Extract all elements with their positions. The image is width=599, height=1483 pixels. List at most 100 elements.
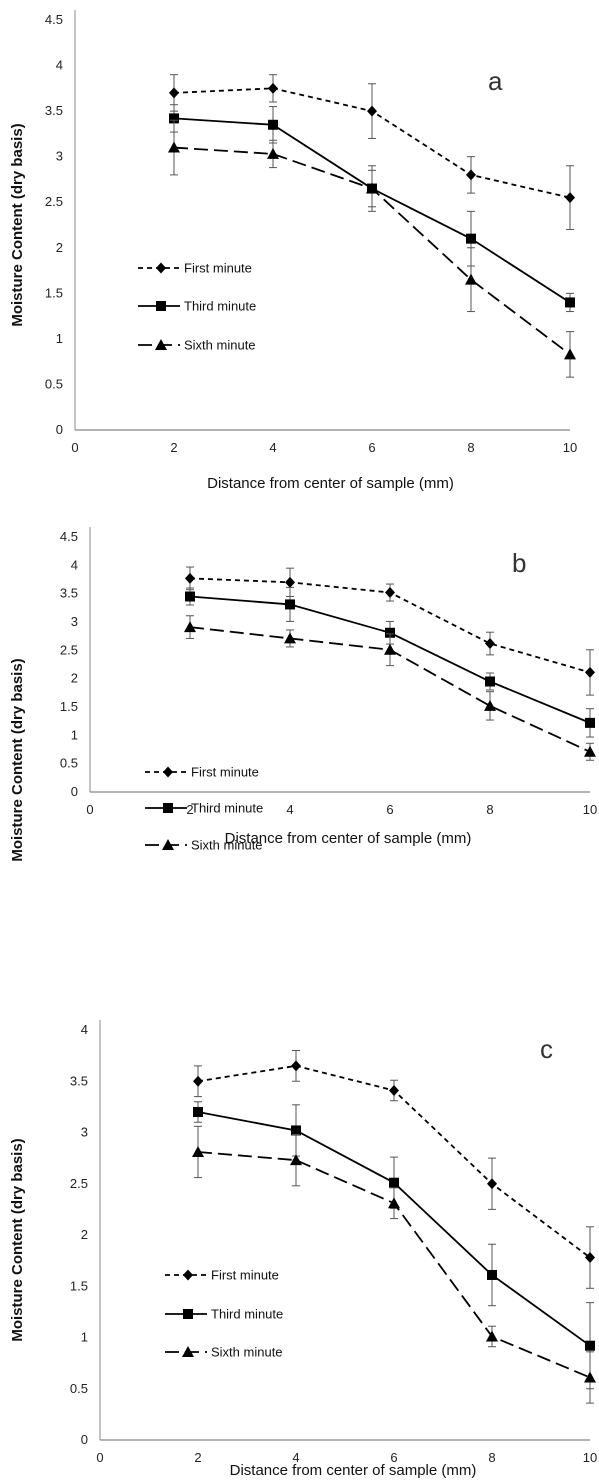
data-point-triangle — [284, 632, 296, 644]
data-point-square — [285, 599, 295, 610]
legend-item: Sixth minute — [165, 1345, 283, 1360]
chart-svg: 0 0.5 1 1.5 2 2.5 3 3.5 4 0 2 4 6 8 10 Distance from ce… — [9, 1020, 597, 1479]
data-point-diamond — [485, 638, 495, 650]
chart-panel-b: 0 0.5 1 1.5 2 2.5 3 3.5 4 4.5 0 2 4 6 8 10 Distance from… — [0, 510, 599, 1000]
x-axis-title: Distance from center of sample (mm) — [230, 1462, 477, 1479]
x-tick-label: 2 — [186, 802, 193, 817]
x-tick-label: 10 — [563, 440, 577, 455]
y-tick-label: 1.5 — [70, 1278, 88, 1293]
data-point-triangle — [192, 1145, 204, 1157]
x-axis-title: Distance from center of sample (mm) — [225, 830, 472, 847]
data-point-diamond — [193, 1075, 203, 1087]
data-point-square — [291, 1125, 301, 1136]
data-point-triangle — [486, 1330, 498, 1342]
legend-label: Third minute — [191, 801, 263, 816]
x-tick-label: 8 — [467, 440, 474, 455]
data-point-triangle — [267, 147, 279, 159]
legend-label: First minute — [211, 1268, 279, 1283]
y-tick-label: 1 — [56, 331, 63, 346]
x-tick-label: 4 — [286, 802, 293, 817]
data-point-square — [485, 676, 495, 687]
data-point-diamond — [367, 105, 377, 117]
data-point-diamond — [385, 587, 395, 599]
y-tick-label: 3 — [71, 614, 78, 629]
y-tick-label: 4 — [56, 58, 63, 73]
y-tick-label: 4.5 — [60, 529, 78, 544]
panel-label: b — [512, 548, 526, 578]
legend-label: Third minute — [211, 1307, 283, 1322]
x-tick-label: 8 — [486, 802, 493, 817]
legend-item: Sixth minute — [138, 338, 256, 353]
y-tick-label: 3.5 — [60, 586, 78, 601]
legend-label: Sixth minute — [184, 338, 256, 353]
series-sixth-minute — [184, 615, 596, 761]
y-tick-label: 0.5 — [45, 376, 63, 391]
legend-marker-diamond — [183, 1269, 193, 1281]
x-tick-label: 0 — [86, 802, 93, 817]
panel-label: a — [488, 66, 503, 96]
y-tick-label: 2 — [81, 1227, 88, 1242]
legend-item: Third minute — [145, 801, 263, 816]
x-tick-label: 4 — [292, 1450, 299, 1465]
legend-label: First minute — [184, 261, 252, 276]
y-tick-label: 0 — [81, 1432, 88, 1447]
data-point-triangle — [388, 1197, 400, 1209]
data-point-square — [585, 1340, 595, 1351]
y-tick-label: 0.5 — [70, 1381, 88, 1396]
legend-marker-square — [163, 803, 173, 813]
legend-item: Third minute — [165, 1307, 283, 1322]
legend-marker-square — [156, 301, 166, 311]
data-point-square — [193, 1107, 203, 1117]
y-tick-label: 3 — [56, 149, 63, 164]
y-tick-label: 2 — [71, 671, 78, 686]
data-point-diamond — [487, 1178, 497, 1190]
x-axis-title: Distance from center of sample (mm) — [207, 475, 454, 492]
x-tick-label: 8 — [488, 1450, 495, 1465]
chart-svg: 0 0.5 1 1.5 2 2.5 3 3.5 4 4.5 0 2 4 6 8 10 Distance from… — [9, 10, 577, 492]
data-point-diamond — [268, 82, 278, 94]
series-third-minute — [185, 586, 595, 738]
data-point-diamond — [466, 169, 476, 181]
data-point-square — [585, 717, 595, 728]
x-tick-label: 10 — [583, 1450, 597, 1465]
y-tick-label: 2.5 — [45, 194, 63, 209]
x-tick-label: 6 — [368, 440, 375, 455]
legend-marker-diamond — [156, 262, 166, 274]
y-axis-title: Moisture Content (dry basis) — [9, 1138, 26, 1341]
data-point-square — [487, 1269, 497, 1280]
y-tick-label: 2.5 — [60, 642, 78, 657]
data-point-square — [268, 119, 278, 130]
data-point-triangle — [168, 141, 180, 153]
x-tick-label: 10 — [583, 802, 597, 817]
x-tick-label: 0 — [96, 1450, 103, 1465]
chart-panel-a: 0 0.5 1 1.5 2 2.5 3 3.5 4 4.5 0 2 4 6 8 10 Distance from… — [0, 0, 599, 500]
legend-marker-diamond — [163, 766, 173, 778]
data-point-diamond — [291, 1060, 301, 1072]
y-tick-label: 4 — [81, 1022, 88, 1037]
y-tick-label: 2 — [56, 240, 63, 255]
legend-marker-triangle — [182, 1346, 194, 1357]
data-point-triangle — [184, 621, 196, 633]
y-tick-label: 1 — [81, 1330, 88, 1345]
data-point-triangle — [366, 182, 378, 194]
data-point-triangle — [290, 1154, 302, 1166]
y-tick-label: 0 — [71, 784, 78, 799]
data-point-triangle — [484, 699, 496, 711]
chart-svg: 0 0.5 1 1.5 2 2.5 3 3.5 4 4.5 0 2 4 6 8 10 Distance from… — [9, 527, 597, 862]
x-tick-label: 4 — [269, 440, 276, 455]
x-tick-label: 2 — [194, 1450, 201, 1465]
y-tick-label: 3 — [81, 1125, 88, 1140]
data-point-diamond — [565, 192, 575, 204]
series-first-minute — [185, 566, 595, 696]
data-point-diamond — [585, 666, 595, 678]
data-point-diamond — [389, 1084, 399, 1096]
data-point-square — [565, 297, 575, 308]
x-tick-label: 0 — [71, 440, 78, 455]
data-point-square — [185, 591, 195, 602]
series-first-minute — [169, 74, 575, 231]
legend-label: Third minute — [184, 299, 256, 314]
data-point-triangle — [384, 643, 396, 655]
data-point-triangle — [465, 273, 477, 285]
x-tick-label: 6 — [386, 802, 393, 817]
legend-marker-square — [183, 1309, 193, 1319]
